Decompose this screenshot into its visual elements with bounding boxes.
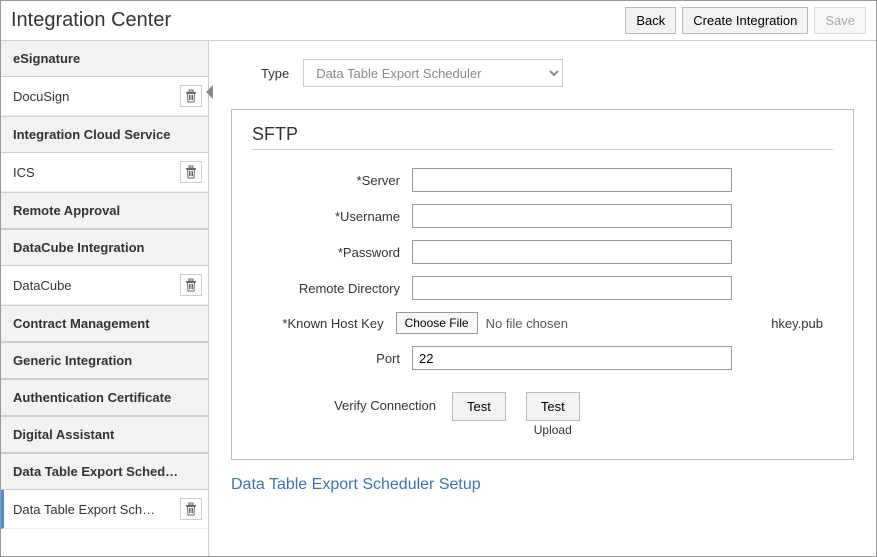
verify-connection-label: Verify Connection bbox=[252, 392, 452, 413]
panel-title: SFTP bbox=[252, 124, 833, 145]
sidebar-section-header[interactable]: Data Table Export Sched… bbox=[1, 453, 208, 490]
type-row: Type Data Table Export Scheduler bbox=[261, 59, 854, 87]
remote-directory-label: Remote Directory bbox=[252, 281, 412, 296]
sidebar-item[interactable]: ICS bbox=[1, 153, 208, 192]
save-button: Save bbox=[814, 7, 866, 34]
app-window: Integration Center Back Create Integrati… bbox=[0, 0, 877, 557]
sidebar-section-header[interactable]: Generic Integration bbox=[1, 342, 208, 379]
type-select[interactable]: Data Table Export Scheduler bbox=[303, 59, 563, 87]
trash-icon[interactable] bbox=[180, 498, 202, 520]
type-label: Type bbox=[261, 66, 289, 81]
test-button[interactable]: Test bbox=[452, 392, 506, 421]
create-integration-button[interactable]: Create Integration bbox=[682, 7, 808, 34]
remote-directory-input[interactable] bbox=[412, 276, 732, 300]
sidebar-section-header[interactable]: DataCube Integration bbox=[1, 229, 208, 266]
username-label: *Username bbox=[252, 209, 412, 224]
test-upload-button[interactable]: Test bbox=[526, 392, 580, 421]
username-input[interactable] bbox=[412, 204, 732, 228]
file-status-text: No file chosen bbox=[486, 316, 568, 331]
back-button[interactable]: Back bbox=[625, 7, 676, 34]
password-input[interactable] bbox=[412, 240, 732, 264]
port-input[interactable] bbox=[412, 346, 732, 370]
sidebar-section-header[interactable]: Integration Cloud Service bbox=[1, 116, 208, 153]
sidebar-collapse-handle[interactable] bbox=[205, 85, 213, 99]
sidebar-section-header[interactable]: Authentication Certificate bbox=[1, 379, 208, 416]
server-input[interactable] bbox=[412, 168, 732, 192]
setup-link[interactable]: Data Table Export Scheduler Setup bbox=[231, 476, 854, 494]
sidebar-item-label: ICS bbox=[13, 165, 174, 180]
port-label: Port bbox=[252, 351, 412, 366]
panel-divider bbox=[252, 149, 833, 150]
main-content: Type Data Table Export Scheduler SFTP *S… bbox=[209, 41, 876, 556]
known-host-key-label: *Known Host Key bbox=[252, 316, 396, 331]
page-title: Integration Center bbox=[11, 9, 171, 32]
sidebar-item[interactable]: DocuSign bbox=[1, 77, 208, 116]
sidebar-item-label: DataCube bbox=[13, 278, 174, 293]
trash-icon[interactable] bbox=[180, 274, 202, 296]
trash-icon[interactable] bbox=[180, 161, 202, 183]
body: eSignature DocuSign Integration Cloud Serv… bbox=[1, 41, 876, 556]
header-buttons: Back Create Integration Save bbox=[625, 7, 866, 34]
sidebar-item[interactable]: DataCube bbox=[1, 266, 208, 305]
sidebar-item[interactable]: Data Table Export Sch… bbox=[1, 490, 208, 529]
sidebar-item-label: DocuSign bbox=[13, 89, 174, 104]
sftp-panel: SFTP *Server *Username *Password Remote … bbox=[231, 109, 854, 460]
upload-sublabel: Upload bbox=[534, 423, 572, 437]
sidebar-item-label: Data Table Export Sch… bbox=[13, 502, 174, 517]
server-label: *Server bbox=[252, 173, 412, 188]
trash-icon[interactable] bbox=[180, 85, 202, 107]
hostkey-filename: hkey.pub bbox=[771, 316, 833, 331]
sidebar-section-header[interactable]: Contract Management bbox=[1, 305, 208, 342]
password-label: *Password bbox=[252, 245, 412, 260]
sidebar-section-header[interactable]: Remote Approval bbox=[1, 192, 208, 229]
sidebar-section-header[interactable]: eSignature bbox=[1, 41, 208, 77]
sidebar-section-header[interactable]: Digital Assistant bbox=[1, 416, 208, 453]
choose-file-button[interactable]: Choose File bbox=[396, 312, 478, 334]
header: Integration Center Back Create Integrati… bbox=[1, 1, 876, 41]
sidebar: eSignature DocuSign Integration Cloud Serv… bbox=[1, 41, 209, 556]
